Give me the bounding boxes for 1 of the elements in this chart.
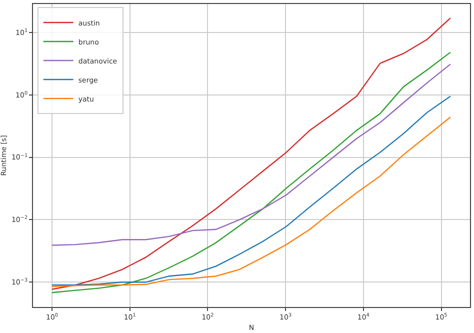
line-series <box>51 64 451 246</box>
